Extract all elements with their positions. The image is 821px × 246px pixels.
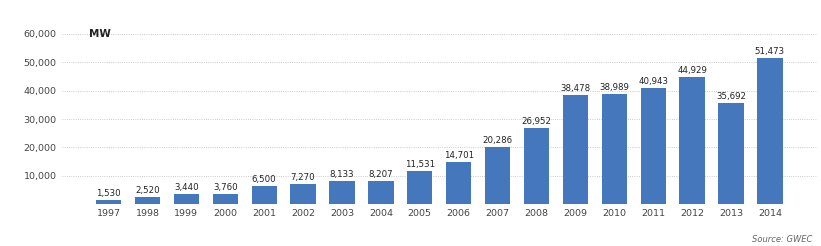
Bar (369, 181, 393, 204)
Text: Source: GWEC: Source: GWEC (752, 234, 813, 244)
Bar (251, 186, 277, 204)
Bar (718, 103, 744, 204)
Bar (213, 194, 238, 204)
Text: 40,943: 40,943 (638, 77, 668, 86)
Bar (757, 58, 782, 204)
Bar (329, 181, 355, 204)
Text: 1,530: 1,530 (96, 189, 121, 198)
Text: 8,207: 8,207 (369, 170, 393, 179)
Bar (291, 184, 316, 204)
Text: 38,989: 38,989 (599, 82, 629, 92)
Text: 11,531: 11,531 (405, 160, 435, 169)
Bar (446, 162, 471, 204)
Text: 38,478: 38,478 (561, 84, 590, 93)
Text: 2,520: 2,520 (135, 186, 160, 195)
Bar (524, 128, 549, 204)
Bar (485, 147, 510, 204)
Text: 8,133: 8,133 (330, 170, 355, 179)
Text: 20,286: 20,286 (483, 136, 512, 145)
Text: MW: MW (89, 29, 111, 39)
Bar (602, 93, 627, 204)
Bar (562, 95, 588, 204)
Bar (135, 197, 160, 204)
Text: 26,952: 26,952 (521, 117, 552, 126)
Text: 3,440: 3,440 (174, 184, 199, 192)
Bar (680, 77, 704, 204)
Bar (174, 194, 199, 204)
Text: 35,692: 35,692 (716, 92, 746, 101)
Bar (640, 88, 666, 204)
Bar (96, 200, 122, 204)
Text: 7,270: 7,270 (291, 172, 315, 182)
Text: 14,701: 14,701 (443, 152, 474, 160)
Text: 51,473: 51,473 (754, 47, 785, 56)
Bar (407, 171, 433, 204)
Text: 44,929: 44,929 (677, 66, 707, 75)
Text: 3,760: 3,760 (213, 183, 237, 192)
Text: 6,500: 6,500 (252, 175, 277, 184)
